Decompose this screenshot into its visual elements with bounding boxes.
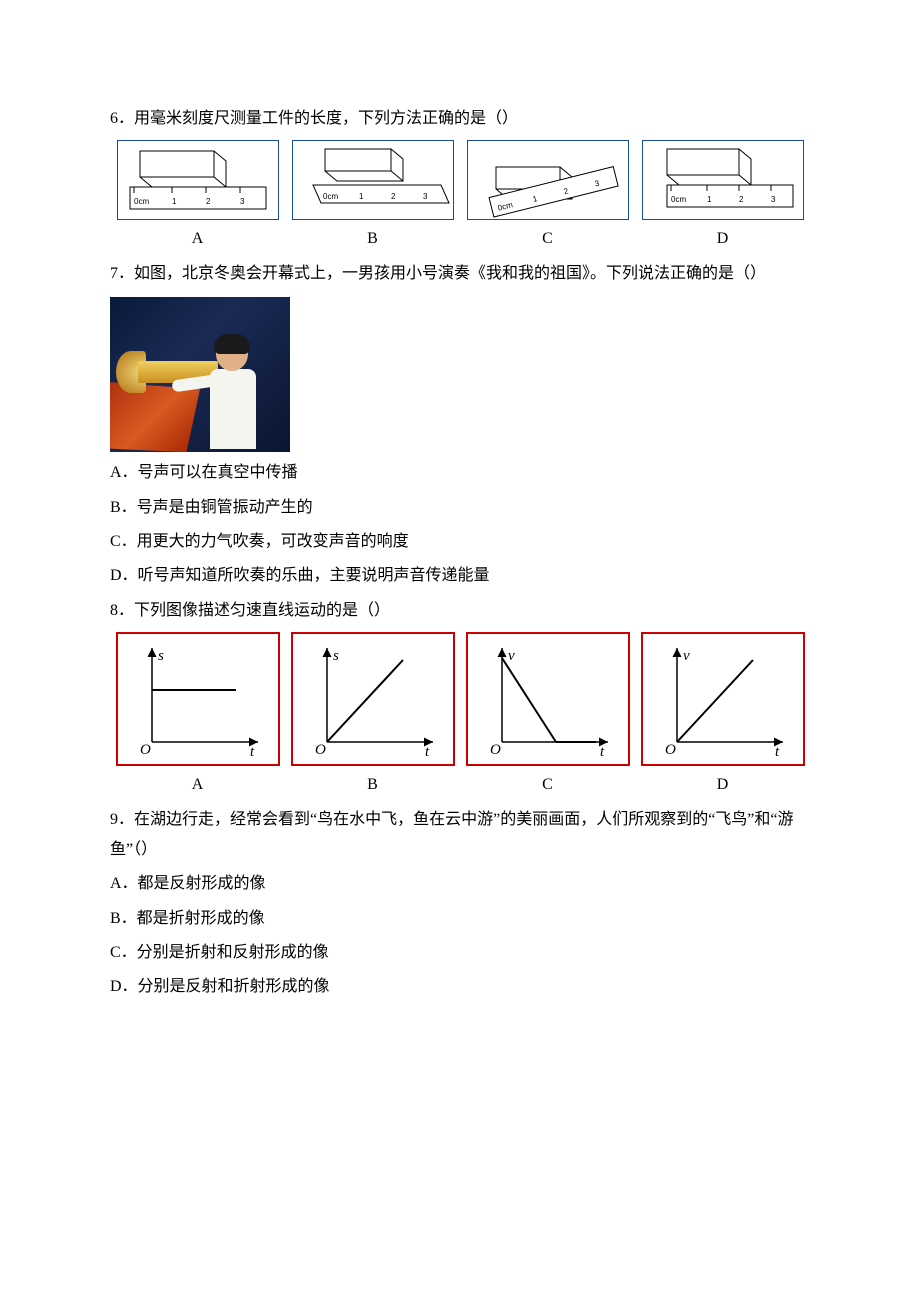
- q8-opt-b: s t O B: [285, 632, 460, 800]
- svg-text:0cm: 0cm: [323, 192, 338, 201]
- q8-label-b: B: [367, 770, 378, 800]
- q8-text: 8．下列图像描述匀速直线运动的是（）: [110, 596, 810, 626]
- svg-text:O: O: [315, 742, 326, 758]
- boy-graphic: [202, 337, 272, 452]
- svg-text:2: 2: [206, 197, 211, 206]
- svg-text:O: O: [665, 742, 676, 758]
- q8-graph-a: s t O: [116, 632, 280, 766]
- svg-text:t: t: [600, 744, 605, 760]
- q8-label-a: A: [192, 770, 204, 800]
- q6-fig-c: 0cm 1 2 3: [467, 140, 629, 220]
- q7-opt-d: D．听号声知道所吹奏的乐曲，主要说明声音传递能量: [110, 561, 810, 591]
- q7-photo: [110, 297, 290, 452]
- q6-fig-b: 0cm 1 2 3: [292, 140, 454, 220]
- svg-text:v: v: [508, 648, 515, 664]
- svg-text:s: s: [333, 648, 339, 664]
- svg-text:t: t: [775, 744, 780, 760]
- svg-text:1: 1: [359, 192, 364, 201]
- svg-text:t: t: [250, 744, 255, 760]
- svg-text:O: O: [490, 742, 501, 758]
- q9-text: 9．在湖边行走，经常会看到“鸟在水中飞，鱼在云中游”的美丽画面，人们所观察到的“…: [110, 805, 810, 866]
- svg-text:t: t: [425, 744, 430, 760]
- q6-label-c: C: [542, 224, 553, 254]
- q8-opt-c: v t O C: [460, 632, 635, 800]
- q9-opt-a: A．都是反射形成的像: [110, 869, 810, 899]
- q8-graph-b: s t O: [291, 632, 455, 766]
- svg-text:2: 2: [739, 195, 744, 204]
- q8-graph-c: v t O: [466, 632, 630, 766]
- q9-opt-d: D．分别是反射和折射形成的像: [110, 972, 810, 1002]
- svg-text:v: v: [683, 648, 690, 664]
- q6-opt-d: 0cm 1 2 3 D: [635, 140, 810, 254]
- q6-opt-a: 0cm 1 2 3 A: [110, 140, 285, 254]
- q7-opt-b: B．号声是由铜管振动产生的: [110, 493, 810, 523]
- q6-fig-d: 0cm 1 2 3: [642, 140, 804, 220]
- q8-figures: s t O A s t O B: [110, 632, 810, 800]
- boy-hair: [214, 334, 250, 354]
- svg-text:3: 3: [771, 195, 776, 204]
- q6-label-b: B: [367, 224, 378, 254]
- page: 6．用毫米刻度尺测量工件的长度，下列方法正确的是（） 0cm 1 2: [0, 0, 920, 1067]
- svg-text:O: O: [140, 742, 151, 758]
- q8-opt-a: s t O A: [110, 632, 285, 800]
- q6-opt-b: 0cm 1 2 3 B: [285, 140, 460, 254]
- q8-label-d: D: [717, 770, 729, 800]
- q8-opt-d: v t O D: [635, 632, 810, 800]
- q6-figures: 0cm 1 2 3 A: [110, 140, 810, 254]
- ylab: s: [158, 648, 164, 664]
- q6-label-d: D: [717, 224, 729, 254]
- svg-text:0cm: 0cm: [671, 195, 686, 204]
- q9-opt-b: B．都是折射形成的像: [110, 904, 810, 934]
- q6-opt-c: 0cm 1 2 3 C: [460, 140, 635, 254]
- q8-label-c: C: [542, 770, 553, 800]
- svg-text:1: 1: [172, 197, 177, 206]
- svg-text:2: 2: [391, 192, 396, 201]
- q6-fig-a: 0cm 1 2 3: [117, 140, 279, 220]
- q8-graph-d: v t O: [641, 632, 805, 766]
- q7-opt-a: A．号声可以在真空中传播: [110, 458, 810, 488]
- flag-graphic: [110, 382, 200, 452]
- svg-text:1: 1: [707, 195, 712, 204]
- q6-text: 6．用毫米刻度尺测量工件的长度，下列方法正确的是（）: [110, 104, 810, 134]
- q7-opt-c: C．用更大的力气吹奏，可改变声音的响度: [110, 527, 810, 557]
- q6-label-a: A: [192, 224, 204, 254]
- svg-text:0cm: 0cm: [134, 197, 149, 206]
- svg-text:3: 3: [240, 197, 245, 206]
- q7-text: 7．如图，北京冬奥会开幕式上，一男孩用小号演奏《我和我的祖国》。下列说法正确的是…: [110, 259, 810, 289]
- svg-text:3: 3: [423, 192, 428, 201]
- q9-opt-c: C．分别是折射和反射形成的像: [110, 938, 810, 968]
